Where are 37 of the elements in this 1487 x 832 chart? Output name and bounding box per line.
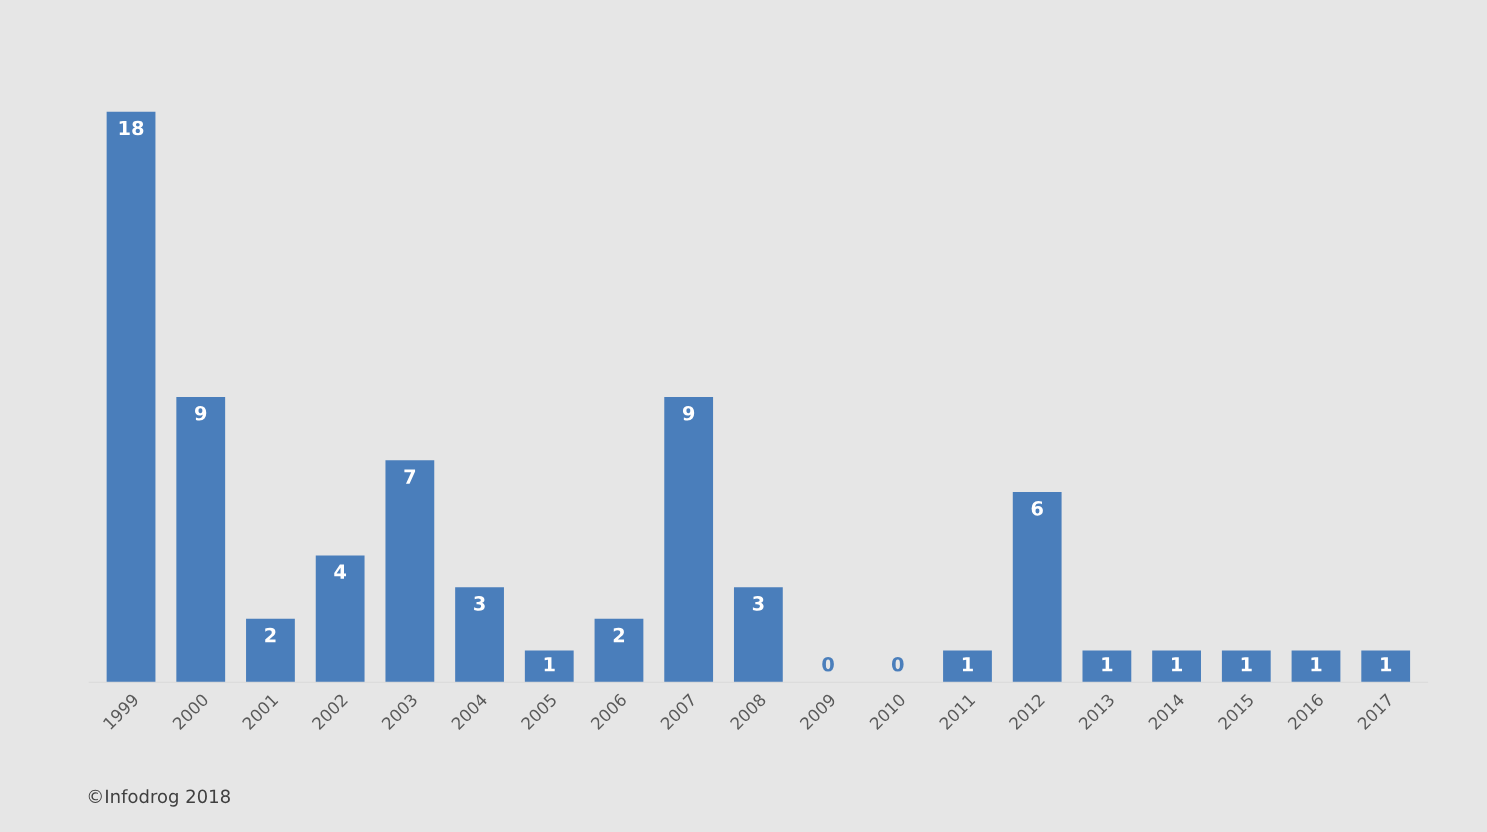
data-label: 3 bbox=[752, 596, 764, 611]
bar bbox=[1152, 650, 1201, 683]
data-label: 1 bbox=[1172, 657, 1183, 672]
data-label: 7 bbox=[404, 469, 416, 484]
bar bbox=[524, 650, 574, 683]
data-label: 1 bbox=[1311, 657, 1322, 672]
bar bbox=[664, 396, 714, 683]
data-label: 1 bbox=[544, 657, 555, 672]
bar bbox=[246, 618, 295, 683]
bar bbox=[106, 111, 156, 683]
data-label: 3 bbox=[474, 596, 485, 611]
data-label: 0 bbox=[822, 656, 834, 672]
bar bbox=[315, 555, 365, 683]
data-label: 1 bbox=[1102, 657, 1113, 672]
bar bbox=[594, 618, 644, 683]
data-label: 2 bbox=[613, 627, 625, 643]
bar bbox=[1082, 650, 1132, 683]
data-label: 6 bbox=[1031, 500, 1043, 516]
data-label: 9 bbox=[194, 405, 207, 421]
bar bbox=[176, 396, 226, 683]
bar bbox=[1221, 650, 1271, 683]
data-label: 9 bbox=[682, 405, 695, 421]
bar bbox=[455, 587, 504, 683]
data-label: 4 bbox=[334, 564, 347, 579]
bar bbox=[733, 587, 783, 683]
data-label: 0 bbox=[891, 656, 904, 672]
text: ©Infodrog 2018 bbox=[88, 789, 230, 807]
data-label: 1 bbox=[1241, 657, 1252, 672]
bar bbox=[1291, 650, 1341, 683]
data-label: 18 bbox=[119, 120, 144, 136]
data-label: 1 bbox=[962, 657, 973, 672]
bar bbox=[385, 460, 435, 683]
data-label: 2 bbox=[265, 627, 276, 643]
bar bbox=[1361, 650, 1411, 683]
bar bbox=[1012, 492, 1062, 683]
bar bbox=[943, 650, 992, 683]
data-label: 1 bbox=[1381, 657, 1392, 672]
